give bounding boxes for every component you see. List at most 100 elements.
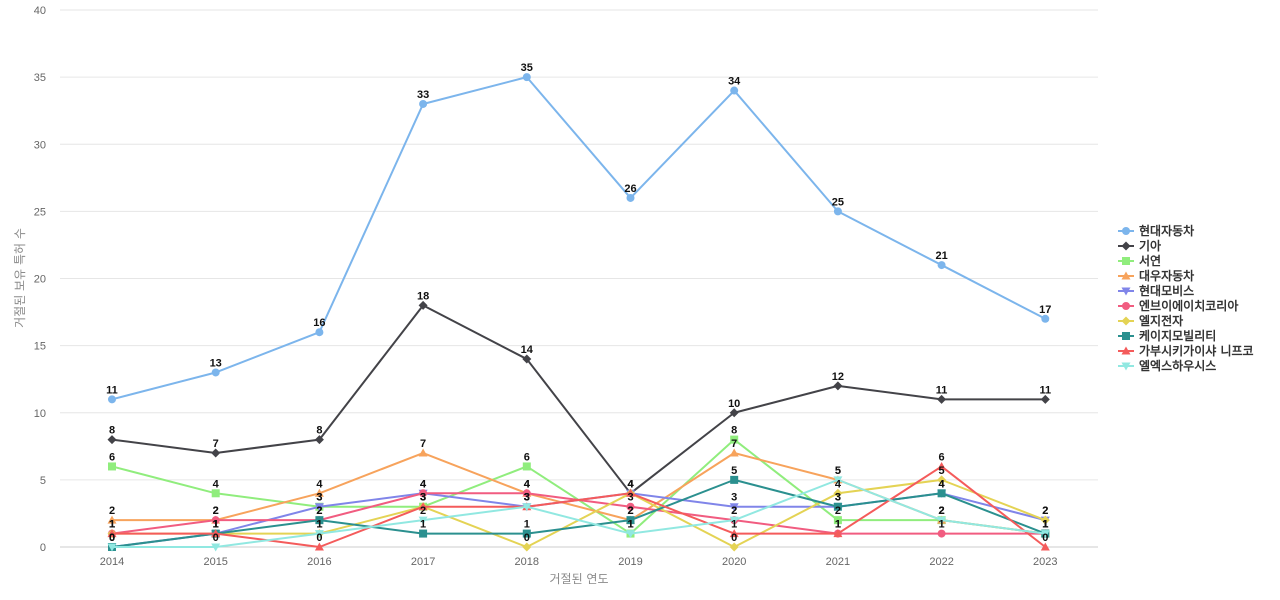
data-point[interactable] bbox=[418, 300, 428, 310]
data-label: 3 bbox=[524, 492, 530, 504]
data-point[interactable] bbox=[314, 435, 324, 445]
data-point[interactable] bbox=[418, 516, 428, 525]
data-point[interactable] bbox=[833, 488, 843, 498]
data-point[interactable] bbox=[419, 489, 428, 498]
legend-label: 케이지모빌리티 bbox=[1139, 328, 1216, 343]
data-point[interactable] bbox=[108, 395, 116, 404]
legend-item[interactable]: 서연 bbox=[1118, 253, 1161, 268]
legend-item[interactable]: 대우자동차 bbox=[1118, 268, 1194, 283]
legend-item[interactable]: 엘지전자 bbox=[1118, 313, 1183, 328]
data-point[interactable] bbox=[314, 503, 324, 512]
legend-marker[interactable] bbox=[1121, 271, 1131, 280]
data-point[interactable] bbox=[108, 462, 116, 471]
data-point[interactable] bbox=[522, 489, 531, 498]
data-point[interactable] bbox=[730, 86, 739, 95]
data-point[interactable] bbox=[315, 328, 324, 337]
data-point[interactable] bbox=[729, 516, 739, 525]
legend-marker[interactable] bbox=[1121, 241, 1131, 251]
data-label: 11 bbox=[1039, 384, 1051, 396]
legend-marker[interactable] bbox=[1121, 362, 1131, 371]
data-label: 5 bbox=[835, 465, 841, 477]
data-point[interactable] bbox=[522, 503, 532, 512]
data-point[interactable] bbox=[937, 461, 947, 470]
data-point[interactable] bbox=[522, 462, 531, 471]
legend-marker[interactable] bbox=[1121, 346, 1131, 355]
data-point[interactable] bbox=[522, 73, 531, 82]
data-point[interactable] bbox=[833, 516, 842, 525]
data-point[interactable] bbox=[107, 515, 117, 524]
data-point[interactable] bbox=[626, 488, 635, 497]
data-label: 12 bbox=[832, 371, 844, 383]
data-point[interactable] bbox=[314, 488, 324, 497]
data-point[interactable] bbox=[1040, 530, 1050, 539]
data-point[interactable] bbox=[937, 475, 947, 485]
data-point[interactable] bbox=[1040, 542, 1050, 551]
legend-marker[interactable] bbox=[1122, 332, 1130, 340]
data-point[interactable] bbox=[418, 448, 428, 457]
data-point[interactable] bbox=[833, 502, 842, 511]
x-tick-label: 2021 bbox=[826, 556, 850, 568]
data-point[interactable] bbox=[833, 529, 843, 538]
data-point[interactable] bbox=[729, 503, 739, 512]
data-point[interactable] bbox=[937, 489, 946, 498]
data-label: 7 bbox=[213, 438, 219, 450]
data-point[interactable] bbox=[729, 408, 739, 418]
legend-item[interactable]: 기아 bbox=[1118, 238, 1161, 253]
data-point[interactable] bbox=[211, 489, 220, 498]
legend-marker[interactable] bbox=[1121, 287, 1131, 296]
data-label: 0 bbox=[109, 532, 115, 544]
data-label: 3 bbox=[420, 492, 426, 504]
data-point[interactable] bbox=[211, 448, 221, 458]
data-point[interactable] bbox=[107, 543, 117, 552]
legend-marker[interactable] bbox=[1122, 257, 1130, 265]
data-point[interactable] bbox=[729, 542, 739, 552]
data-label: 1 bbox=[109, 519, 115, 531]
data-label: 2 bbox=[939, 505, 945, 517]
legend-marker[interactable] bbox=[1121, 316, 1131, 326]
data-point[interactable] bbox=[626, 516, 635, 525]
legend-item[interactable]: 엔브이에이치코리아 bbox=[1118, 298, 1238, 313]
data-point[interactable] bbox=[522, 529, 531, 538]
data-point[interactable] bbox=[729, 529, 739, 538]
data-point[interactable] bbox=[107, 529, 117, 538]
data-point[interactable] bbox=[418, 502, 428, 511]
legend-marker[interactable] bbox=[1122, 302, 1130, 310]
legend-item[interactable]: 현대자동차 bbox=[1118, 223, 1194, 238]
data-point[interactable] bbox=[211, 543, 221, 552]
data-label: 2 bbox=[939, 505, 945, 517]
legend-marker[interactable] bbox=[1122, 227, 1130, 235]
data-point[interactable] bbox=[937, 394, 947, 404]
data-point[interactable] bbox=[211, 529, 221, 538]
data-point[interactable] bbox=[314, 542, 324, 551]
data-point[interactable] bbox=[522, 354, 532, 364]
legend-item[interactable]: 현대모비스 bbox=[1118, 283, 1194, 298]
data-point[interactable] bbox=[211, 368, 220, 377]
data-point[interactable] bbox=[729, 448, 739, 457]
data-point[interactable] bbox=[522, 542, 532, 552]
data-point[interactable] bbox=[1040, 394, 1050, 404]
data-point[interactable] bbox=[419, 529, 428, 538]
data-point[interactable] bbox=[730, 435, 739, 444]
data-point[interactable] bbox=[833, 381, 843, 391]
data-point[interactable] bbox=[937, 516, 947, 525]
data-point[interactable] bbox=[211, 516, 220, 525]
data-point[interactable] bbox=[626, 530, 635, 539]
data-point[interactable] bbox=[626, 502, 635, 511]
data-point[interactable] bbox=[730, 475, 739, 484]
data-point[interactable] bbox=[626, 193, 635, 202]
data-point[interactable] bbox=[937, 261, 946, 270]
data-point[interactable] bbox=[107, 435, 117, 445]
data-point[interactable] bbox=[1041, 314, 1050, 323]
data-point[interactable] bbox=[1040, 515, 1050, 525]
data-point[interactable] bbox=[419, 99, 428, 108]
data-point[interactable] bbox=[833, 476, 843, 485]
data-point[interactable] bbox=[314, 530, 324, 539]
legend[interactable]: 현대자동차기아서연대우자동차현대모비스엔브이에이치코리아엘지전자케이지모빌리티가… bbox=[1118, 223, 1254, 373]
legend-item[interactable]: 가부시키가이샤 니프코 bbox=[1118, 343, 1254, 358]
data-point[interactable] bbox=[833, 207, 842, 216]
data-label: 2 bbox=[1042, 505, 1048, 517]
data-point[interactable] bbox=[937, 529, 946, 538]
legend-item[interactable]: 케이지모빌리티 bbox=[1118, 328, 1216, 343]
legend-item[interactable]: 엘엑스하우시스 bbox=[1118, 358, 1216, 373]
data-point[interactable] bbox=[315, 516, 324, 525]
